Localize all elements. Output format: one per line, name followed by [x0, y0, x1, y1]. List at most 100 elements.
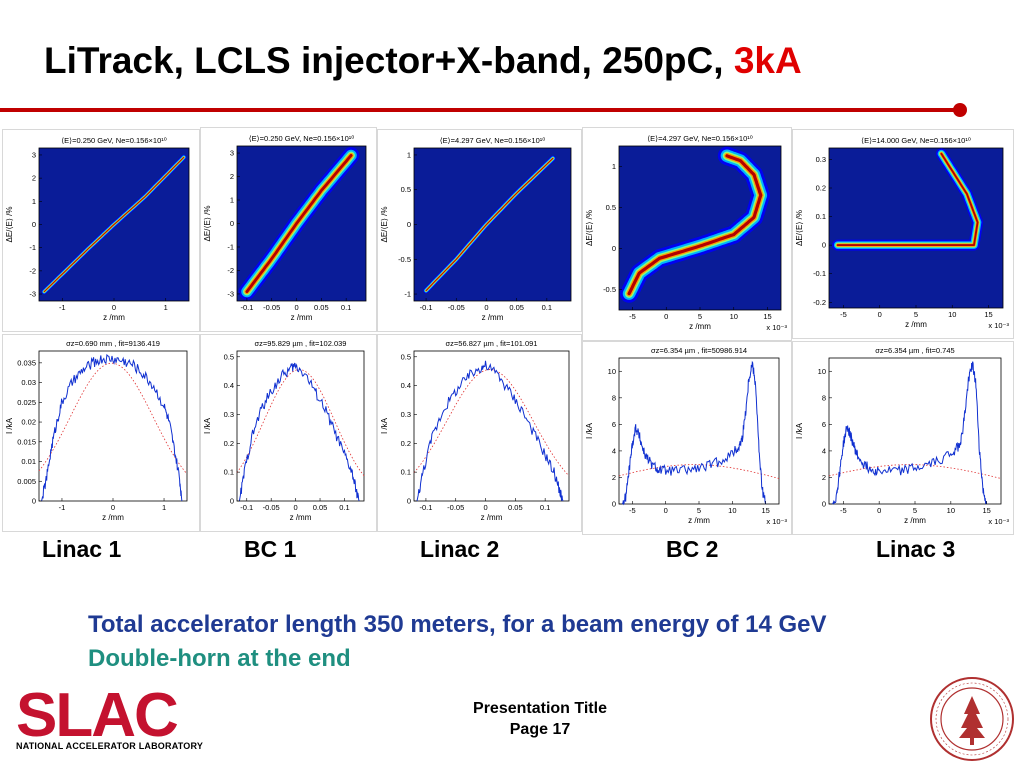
x-axis-exponent: x 10⁻³: [766, 517, 787, 526]
y-tick-label: 10: [818, 367, 826, 376]
fit-curve: [618, 464, 780, 479]
x-tick-label: 10: [947, 506, 955, 515]
y-tick-label: 0.1: [224, 468, 234, 477]
chart-title: ⟨E⟩=14.000 GeV, Ne=0.156×10¹⁰: [861, 136, 971, 145]
x-tick-label: 10: [948, 310, 956, 319]
current-plot-bc2: -5 0 5 10 15 0 2 4 6 8 10 σz=6.354 µm , fit=50986.9…: [582, 341, 792, 535]
y-tick-label: 0.2: [816, 184, 826, 193]
y-tick-label: 0.4: [401, 381, 411, 390]
fit-curve: [413, 369, 570, 477]
plot-area: [236, 350, 365, 502]
slac-logo: SLAC: [16, 682, 180, 750]
density-band-4: [627, 154, 763, 296]
x-tick-label: -5: [629, 312, 636, 321]
density-band-4: [425, 157, 554, 292]
plot-area: [413, 147, 572, 302]
current-plot-linac2: -0.1 -0.05 0 0.05 0.1 0 0.1 0.2 0.3 0.4 0.5 σz=56.8…: [377, 334, 582, 532]
x-tick-label: -0.1: [240, 303, 253, 312]
y-tick-label: 0.02: [21, 418, 36, 427]
footer-title: Presentation Title: [473, 700, 607, 717]
y-tick-label: 2: [822, 473, 826, 482]
chart-title: ⟨E⟩=4.297 GeV, Ne=0.156×10¹⁰: [440, 136, 546, 145]
x-axis-label: z /mm: [291, 313, 313, 322]
y-tick-label: 0.005: [17, 477, 36, 486]
x-tick-label: -1: [59, 303, 66, 312]
y-axis-label: ΔE/⟨E⟩ /%: [380, 206, 389, 242]
current-trace: [416, 360, 564, 502]
x-tick-label: -0.1: [240, 503, 253, 512]
phase-space-plot-linac3: -5 0 5 10 15 -0.2 -0.1 0 0.1 0.2 0.3 ⟨E⟩=14.000 GeV…: [792, 129, 1014, 339]
y-axis-label: ΔE/⟨E⟩ /%: [585, 210, 594, 246]
y-axis-label: I /kA: [5, 417, 14, 434]
chart-title: σz=0.690 mm , fit=9136.419: [66, 339, 160, 348]
y-tick-label: 6: [822, 420, 826, 429]
stage-label-linac1: Linac 1: [42, 536, 122, 562]
chart-title: ⟨E⟩=0.250 GeV, Ne=0.156×10¹⁰: [249, 134, 355, 143]
x-tick-label: 10: [728, 506, 736, 515]
plot-area: [828, 357, 1002, 505]
stage-label-bc2: BC 2: [666, 536, 719, 562]
y-tick-label: 0: [32, 497, 36, 506]
y-tick-label: 0.3: [224, 410, 234, 419]
y-tick-label: 0: [612, 500, 616, 509]
current-trace: [621, 360, 767, 506]
x-tick-label: 15: [984, 310, 992, 319]
x-tick-label: 1: [162, 503, 166, 512]
phase-space-plot-bc1: -0.1 -0.05 0 0.05 0.1 -3 -2 -1 0 1 2 3 ⟨E⟩=0.250 GeV…: [200, 127, 377, 332]
x-tick-label: -0.05: [263, 303, 280, 312]
y-axis-label: I /kA: [203, 417, 212, 434]
x-tick-label: 0: [112, 303, 116, 312]
x-tick-label: -0.05: [447, 503, 464, 512]
y-tick-label: 2: [612, 473, 616, 482]
y-tick-label: 0: [230, 497, 234, 506]
chart-title: ⟨E⟩=4.297 GeV, Ne=0.156×10¹⁰: [647, 134, 753, 143]
current-plot-linac3: -5 0 5 10 15 0 2 4 6 8 10 σz=6.354 µm , fit=0.745 z …: [792, 341, 1014, 535]
y-tick-label: 0.015: [17, 437, 36, 446]
x-axis-label: z /mm: [102, 513, 124, 522]
x-tick-label: 0: [294, 303, 298, 312]
title-divider-dot: [953, 103, 967, 117]
footer: Presentation Title Page 17: [440, 698, 640, 740]
y-tick-label: 8: [822, 393, 826, 402]
y-tick-label: 0.01: [21, 457, 36, 466]
x-tick-label: -0.1: [419, 503, 432, 512]
y-tick-label: -3: [29, 290, 36, 299]
y-tick-label: -2: [227, 266, 234, 275]
density-band-4: [245, 153, 353, 294]
x-tick-label: -5: [629, 506, 636, 515]
chart-svg: -0.1 -0.05 0 0.05 0.1 0 0.1 0.2 0.3 0.4 0.5 σz=56.8…: [380, 339, 570, 522]
x-tick-label: 5: [913, 506, 917, 515]
y-tick-label: 4: [822, 446, 826, 455]
x-tick-label: -5: [840, 310, 847, 319]
x-tick-label: 0.1: [341, 303, 351, 312]
chart-svg: -0.1 -0.05 0 0.05 0.1 -1 -0.5 0 0.5 1 ⟨E⟩=4.297 Ge…: [380, 136, 572, 322]
chart-title: σz=6.354 µm , fit=0.745: [875, 346, 954, 355]
y-tick-label: 1: [230, 196, 234, 205]
density-band-4: [43, 156, 185, 293]
x-axis-exponent: x 10⁻³: [988, 517, 1009, 526]
y-tick-label: 0.1: [816, 212, 826, 221]
x-tick-label: 15: [761, 506, 769, 515]
slide-title-main: LiTrack, LCLS injector+X-band, 250pC,: [44, 40, 724, 81]
x-axis-label: z /mm: [481, 513, 503, 522]
y-tick-label: 0.2: [224, 439, 234, 448]
y-tick-label: -1: [227, 242, 234, 251]
chart-svg: -5 0 5 10 15 0 2 4 6 8 10 σz=6.354 µm , fit=0.745 z …: [795, 346, 1009, 526]
slide-title: LiTrack, LCLS injector+X-band, 250pC, 3k…: [44, 40, 802, 82]
fit-curve: [828, 464, 1002, 479]
y-tick-label: -3: [227, 289, 234, 298]
current-trace: [238, 362, 360, 502]
x-tick-label: -0.05: [263, 503, 280, 512]
y-tick-label: 0: [407, 497, 411, 506]
chart-svg: -1 0 1 -3 -2 -1 0 1 2 3 ⟨E⟩=0.250 GeV, Ne=0.156×10…: [5, 136, 190, 322]
x-tick-label: 0.05: [509, 303, 524, 312]
y-tick-label: 0: [32, 220, 36, 229]
plot-area: [618, 357, 780, 505]
y-tick-label: 0.5: [401, 185, 411, 194]
y-tick-label: 0: [230, 219, 234, 228]
chart-svg: -5 0 5 10 15 0 2 4 6 8 10 σz=6.354 µm , fit=50986.9…: [585, 346, 787, 526]
x-tick-label: 0.1: [339, 503, 349, 512]
current-trace: [41, 353, 183, 502]
y-tick-label: -0.1: [813, 269, 826, 278]
x-axis-label: z /mm: [688, 516, 710, 525]
